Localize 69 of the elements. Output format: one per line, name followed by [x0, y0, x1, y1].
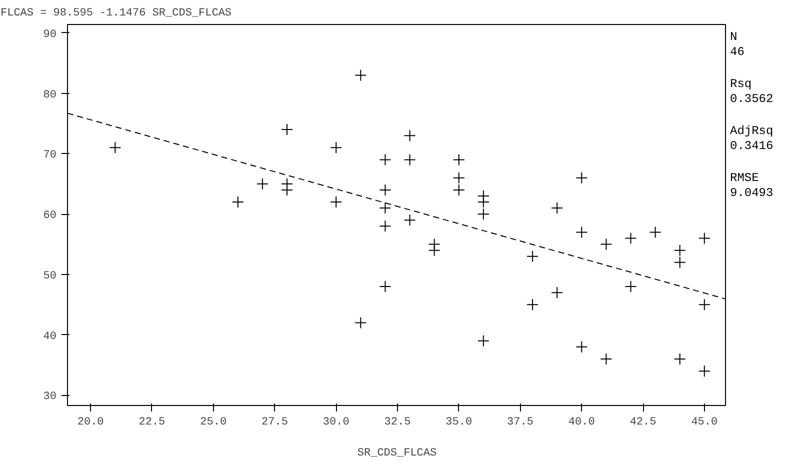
- y-tick-label: 70: [43, 150, 56, 162]
- point: [281, 124, 294, 136]
- point: [404, 154, 416, 166]
- point: [477, 196, 490, 208]
- x-tick-label: 22.5: [138, 416, 166, 428]
- y-tick-label: 80: [43, 89, 56, 102]
- point: [698, 365, 710, 378]
- x-tick-label: 25.0: [200, 416, 227, 428]
- point: [379, 154, 392, 166]
- chart-title: FLCAS = 98.595 -1.1476 SR_CDS_FLCAS: [0, 8, 232, 20]
- x-tick-label: 40.0: [568, 416, 595, 428]
- point: [379, 202, 392, 214]
- point: [379, 184, 392, 196]
- text: 0.3416: [730, 139, 774, 153]
- text: AdjRsq: [730, 124, 774, 138]
- point: [674, 353, 686, 366]
- text: RMSE: [730, 171, 759, 185]
- point: [674, 256, 686, 268]
- point: [526, 298, 539, 311]
- point: [477, 334, 490, 347]
- x-tick-label: 30.0: [322, 416, 350, 428]
- text: Rsq: [730, 77, 752, 91]
- point: [330, 196, 342, 208]
- point: [526, 250, 539, 262]
- point: [576, 340, 588, 353]
- point: [330, 142, 342, 154]
- point: [232, 196, 244, 208]
- point: [624, 280, 637, 293]
- x-axis-title: SR_CDS_FLCAS: [357, 448, 438, 460]
- y-tick-label: 90: [43, 28, 56, 41]
- point: [600, 353, 612, 366]
- point: [404, 130, 416, 142]
- point: [624, 232, 637, 244]
- point: [551, 202, 564, 214]
- text: 9.0493: [730, 186, 774, 200]
- x-tick-label: 45.0: [691, 416, 718, 428]
- point: [576, 226, 588, 238]
- text: 46: [730, 45, 744, 59]
- point: [452, 154, 465, 166]
- y-tick-label: 50: [43, 270, 56, 282]
- x-tick-label: 37.5: [507, 416, 534, 428]
- x-tick-label: 35.0: [446, 416, 472, 428]
- x-tick-label: 27.5: [262, 416, 288, 428]
- y-tick-label: 60: [43, 210, 56, 222]
- point: [404, 214, 416, 226]
- point: [452, 184, 465, 196]
- x-tick-label: 42.5: [630, 416, 656, 428]
- point: [551, 286, 564, 299]
- point: [379, 280, 392, 293]
- y-tick-label: 40: [43, 330, 56, 343]
- point: [379, 220, 392, 232]
- text: N: [730, 30, 738, 44]
- point: [674, 244, 686, 256]
- point: [698, 232, 710, 244]
- point: [354, 69, 367, 82]
- x-tick-label: 32.5: [384, 416, 411, 428]
- point: [109, 142, 122, 154]
- y-tick-label: 30: [43, 391, 56, 404]
- point: [576, 172, 588, 184]
- point: [354, 316, 367, 329]
- point: [698, 298, 710, 311]
- point: [256, 178, 268, 190]
- point: [649, 226, 662, 238]
- point: [600, 238, 612, 250]
- x-tick-label: 20.0: [77, 416, 104, 428]
- point: [428, 244, 440, 256]
- text: 0.3562: [730, 92, 774, 106]
- point: [452, 172, 465, 184]
- point: [477, 208, 490, 220]
